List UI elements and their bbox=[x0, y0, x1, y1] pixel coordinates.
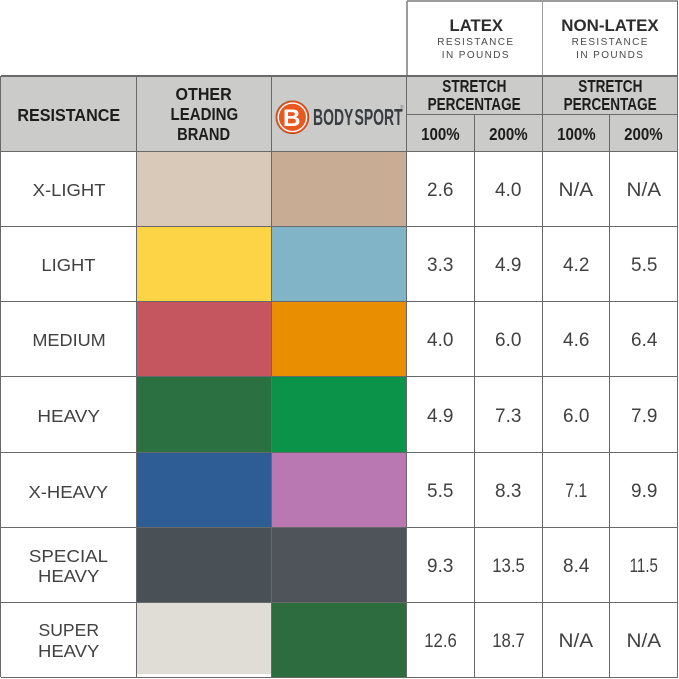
svg-text:B: B bbox=[283, 105, 301, 132]
